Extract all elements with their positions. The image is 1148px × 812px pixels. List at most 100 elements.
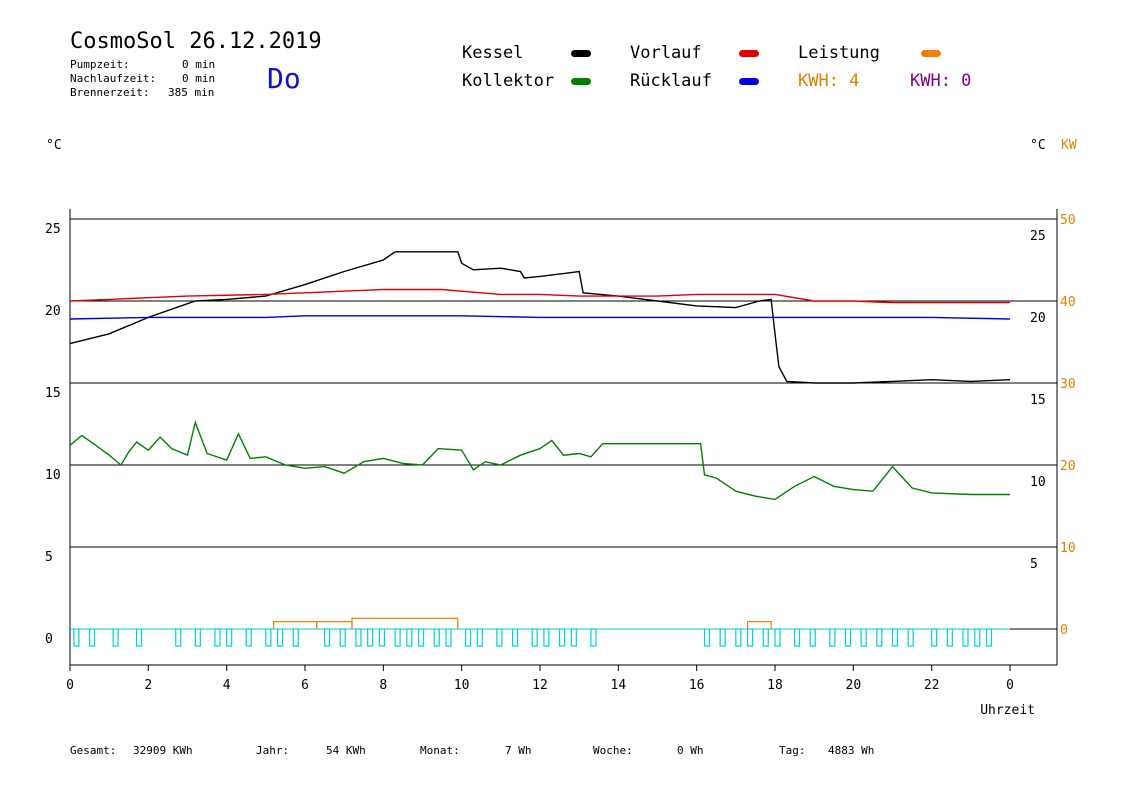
y-right-tick-label: 20 xyxy=(1030,311,1046,326)
x-tick-label: 8 xyxy=(379,678,387,693)
footer-gesamt-label: Gesamt: xyxy=(70,744,117,757)
pulse-mark xyxy=(590,628,597,647)
weekday-label: Do xyxy=(267,62,301,95)
pulse-mark xyxy=(543,628,550,647)
pulse-mark xyxy=(214,628,221,647)
footer-tag-label: Tag: xyxy=(779,744,806,757)
stat-label: Brennerzeit: xyxy=(70,86,150,99)
pulse-mark xyxy=(378,628,386,647)
pulse-mark xyxy=(974,628,981,647)
pulse-mark xyxy=(194,628,201,647)
pulse-mark xyxy=(570,628,577,647)
unit-right-kw: KW xyxy=(1061,138,1077,153)
legend-kwh-1: KWH: 4 xyxy=(798,71,860,91)
pulse-mark xyxy=(531,628,538,647)
pulse-mark xyxy=(793,628,801,647)
y-kw-tick-label: 50 xyxy=(1060,213,1076,228)
x-tick-label: 2 xyxy=(144,678,152,693)
x-axis-title: Uhrzeit xyxy=(980,703,1035,718)
pulse-mark xyxy=(73,628,80,647)
pulse-mark xyxy=(226,628,233,647)
x-tick-label: 20 xyxy=(846,678,862,693)
legend-leistung: Leistung xyxy=(798,43,880,63)
legend-swatch-kollektor xyxy=(571,78,591,85)
pulse-mark xyxy=(367,628,374,647)
leistung-segment xyxy=(273,621,318,629)
pulse-mark xyxy=(445,628,452,647)
y-right-tick-label: 25 xyxy=(1030,229,1046,244)
footer-tag-value: 4883 Wh xyxy=(828,744,875,757)
pulse-mark xyxy=(355,628,362,647)
y-kw-tick-label: 40 xyxy=(1060,295,1076,310)
unit-right: °C xyxy=(1030,138,1046,153)
leistung-segment xyxy=(351,617,459,629)
pulse-mark xyxy=(907,628,914,647)
pulse-mark xyxy=(735,628,742,647)
pulse-mark xyxy=(476,628,483,647)
legend-kwh-2: KWH: 0 xyxy=(910,71,972,91)
y-right-tick-label: 10 xyxy=(1030,475,1046,490)
pulse-mark xyxy=(876,628,883,647)
pulse-mark xyxy=(394,628,401,647)
x-tick-label: 6 xyxy=(301,678,309,693)
series-line-kessel xyxy=(69,251,1011,384)
x-tick-label: 0 xyxy=(1006,678,1014,693)
x-tick-label: 0 xyxy=(66,678,74,693)
x-tick-label: 22 xyxy=(924,678,940,693)
y-left-tick-label: 25 xyxy=(45,222,61,237)
x-tick-label: 10 xyxy=(454,678,470,693)
leistung-segment xyxy=(316,621,353,629)
pulse-mark xyxy=(112,628,119,647)
stat-value: 385 min xyxy=(168,86,215,99)
y-left-tick-label: 15 xyxy=(45,386,61,401)
pulse-mark xyxy=(762,628,769,647)
stat-pumpzeit: Pumpzeit: xyxy=(70,58,130,72)
x-tick-label: 16 xyxy=(689,678,705,693)
pulse-mark xyxy=(809,628,816,647)
series-line-rcklauf xyxy=(69,315,1011,320)
legend-kollektor: Kollektor xyxy=(462,71,555,91)
footer-gesamt-value: 32909 KWh xyxy=(133,744,193,757)
footer-woche-value: 0 Wh xyxy=(677,744,704,757)
series-line-vorlauf xyxy=(69,288,1010,304)
y-right-tick-label: 5 xyxy=(1030,557,1038,572)
footer-jahr-value: 54 KWh xyxy=(326,744,366,757)
y-kw-tick-label: 10 xyxy=(1060,541,1076,556)
pulse-mark xyxy=(985,628,993,647)
y-right-tick-label: 15 xyxy=(1030,393,1046,408)
x-tick-label: 12 xyxy=(532,678,548,693)
pulse-mark xyxy=(844,628,852,647)
pulse-mark xyxy=(891,628,899,647)
pulse-mark xyxy=(265,628,272,647)
legend-swatch-leistung xyxy=(921,50,941,57)
pulse-mark xyxy=(339,628,346,647)
pulse-mark xyxy=(276,628,284,647)
x-tick-label: 4 xyxy=(223,678,231,693)
leistung-segment xyxy=(746,621,772,629)
pulse-mark xyxy=(417,628,425,647)
pulse-mark xyxy=(931,628,938,647)
legend-swatch-ruecklauf xyxy=(739,78,759,85)
pulse-mark xyxy=(88,628,96,647)
chart-title: CosmoSol 26.12.2019 xyxy=(70,29,322,54)
pulse-mark xyxy=(946,628,953,647)
pulse-mark xyxy=(719,628,726,647)
y-left-tick-label: 5 xyxy=(45,550,53,565)
y-left-tick-label: 20 xyxy=(45,304,61,319)
legend-ruecklauf: Rücklauf xyxy=(630,71,712,91)
x-tick-label: 14 xyxy=(611,678,627,693)
pulse-mark xyxy=(860,628,867,647)
pulse-mark xyxy=(774,628,781,647)
footer-monat-label: Monat: xyxy=(420,744,460,757)
pulse-mark xyxy=(558,628,566,647)
x-tick-label: 18 xyxy=(767,678,783,693)
pulse-mark xyxy=(464,628,472,647)
legend-kessel: Kessel xyxy=(462,43,524,63)
pulse-mark xyxy=(829,628,836,647)
stat-label: Nachlaufzeit: xyxy=(70,72,157,85)
footer-jahr-label: Jahr: xyxy=(256,744,290,757)
pulse-mark xyxy=(175,628,182,647)
y-left-tick-label: 0 xyxy=(45,632,53,647)
y-kw-tick-label: 0 xyxy=(1060,623,1068,638)
